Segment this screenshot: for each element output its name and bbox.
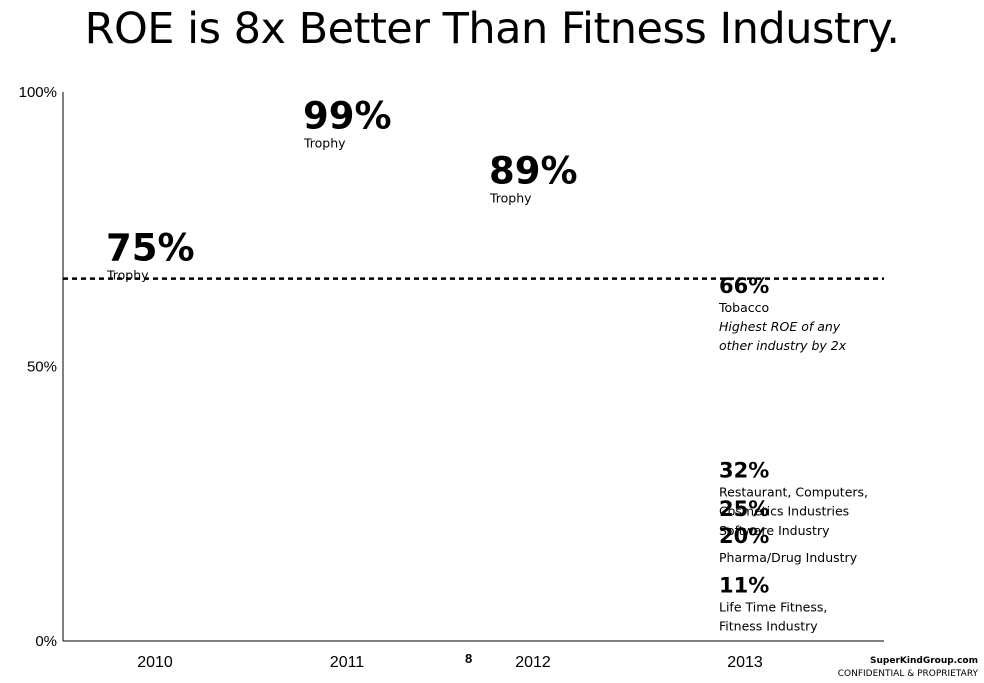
footer: SuperKindGroup.com CONFIDENTIAL & PROPRI… bbox=[838, 655, 978, 681]
data-label: 75% bbox=[106, 226, 195, 269]
benchmark-label: 25% bbox=[719, 497, 769, 521]
page-number: 8 bbox=[465, 651, 473, 666]
x-tick-label: 2010 bbox=[137, 654, 173, 671]
chart-title: ROE is 8x Better Than Fitness Industry. bbox=[84, 4, 900, 54]
benchmark-note: other industry by 2x bbox=[719, 338, 847, 353]
x-tick-label: 2011 bbox=[330, 654, 365, 671]
data-label: 99% bbox=[303, 94, 392, 137]
benchmark-desc: Life Time Fitness, bbox=[719, 600, 827, 615]
data-sublabel: Trophy bbox=[303, 135, 346, 150]
footer-site: SuperKindGroup.com bbox=[870, 656, 978, 666]
benchmark-desc: Pharma/Drug Industry bbox=[719, 550, 858, 565]
benchmark-label: 32% bbox=[719, 458, 769, 482]
y-tick-label: 0% bbox=[35, 633, 57, 650]
footer-confidential: CONFIDENTIAL & PROPRIETARY bbox=[837, 669, 978, 679]
x-tick-label: 2013 bbox=[727, 654, 763, 671]
data-sublabel: Trophy bbox=[489, 190, 532, 205]
benchmark-desc: Tobacco bbox=[718, 300, 769, 315]
benchmark-desc: Restaurant, Computers, bbox=[719, 484, 868, 499]
data-sublabel: Trophy bbox=[106, 267, 149, 282]
x-tick-label: 2012 bbox=[515, 654, 551, 671]
benchmark-desc: Cosmetics Industries bbox=[719, 503, 849, 518]
y-tick-label: 100% bbox=[19, 84, 57, 101]
benchmark-label: 11% bbox=[719, 574, 769, 598]
benchmark-label: 20% bbox=[719, 524, 769, 548]
benchmark-desc: Fitness Industry bbox=[719, 619, 818, 634]
data-label: 89% bbox=[489, 149, 578, 192]
benchmark-desc: Software Industry bbox=[719, 523, 830, 538]
y-tick-label: 50% bbox=[27, 359, 57, 376]
benchmark-note: Highest ROE of any bbox=[719, 319, 841, 334]
benchmark-label: 66% bbox=[719, 274, 769, 298]
